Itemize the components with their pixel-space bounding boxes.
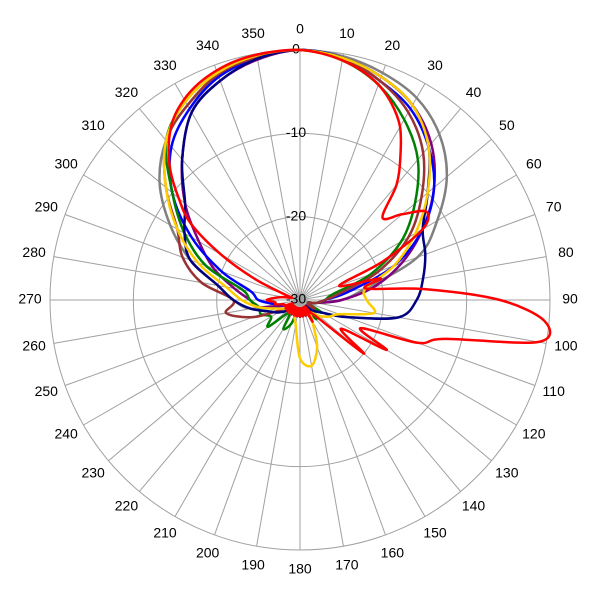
angle-tick-label: 0 (296, 21, 304, 37)
grid-spoke (256, 53, 301, 301)
angle-tick-label: 250 (35, 383, 59, 399)
angle-tick-label: 60 (526, 156, 542, 172)
angle-tick-label: 40 (466, 84, 482, 100)
grid-spoke (299, 299, 462, 492)
angle-tick-label: 240 (54, 426, 78, 442)
grid-spoke (299, 299, 386, 536)
angle-tick-label: 70 (546, 198, 562, 214)
angle-tick-label: 140 (462, 498, 486, 514)
grid-spoke (214, 299, 301, 536)
series-line (167, 48, 552, 355)
grid-spoke (299, 299, 547, 344)
grid-spoke (299, 138, 492, 301)
angle-tick-label: 260 (22, 338, 46, 354)
grid-spoke (83, 299, 301, 426)
angle-tick-label: 50 (499, 117, 515, 133)
grid-spoke (256, 299, 301, 547)
angle-tick-label: 150 (423, 525, 447, 541)
grid-spoke (299, 53, 344, 301)
grid-spoke (53, 256, 301, 301)
grid-spoke (299, 299, 492, 462)
angle-tick-label: 110 (543, 383, 566, 399)
angle-tick-label: 340 (196, 37, 220, 53)
grid-spoke (138, 299, 301, 492)
angle-tick-label: 130 (495, 464, 519, 480)
angle-tick-label: 160 (381, 544, 405, 560)
grid-spoke (299, 299, 344, 547)
angle-tick-label: 330 (153, 57, 177, 73)
angle-tick-label: 170 (335, 557, 359, 573)
angle-tick-label: 230 (81, 464, 105, 480)
grid-spoke (299, 299, 517, 426)
angle-tick-label: 310 (81, 117, 105, 133)
angle-tick-label: 80 (558, 244, 574, 260)
angle-tick-label: 10 (339, 25, 355, 41)
angle-tick-label: 100 (554, 338, 578, 354)
radial-tick-label: -20 (286, 207, 306, 223)
angle-tick-label: 290 (35, 198, 59, 214)
grid-spoke (299, 108, 462, 301)
grid-spoke (214, 64, 301, 301)
angle-tick-label: 120 (522, 426, 546, 442)
angle-tick-label: 20 (385, 37, 401, 53)
angle-tick-label: 320 (115, 84, 139, 100)
angle-tick-label: 90 (562, 291, 578, 307)
angle-tick-label: 200 (196, 544, 220, 560)
grid-spoke (174, 299, 301, 517)
angle-tick-label: 210 (153, 525, 177, 541)
grid-spoke (299, 299, 426, 517)
grid-spoke (174, 83, 301, 301)
angle-tick-label: 220 (115, 498, 139, 514)
grid-spoke (108, 138, 301, 301)
angle-tick-label: 300 (54, 156, 78, 172)
radial-tick-label: -10 (286, 124, 306, 140)
angle-tick-label: 30 (427, 57, 443, 73)
series-line (162, 48, 432, 368)
angle-tick-label: 280 (22, 244, 46, 260)
angle-tick-label: 190 (241, 557, 265, 573)
angle-tick-label: 350 (241, 25, 265, 41)
grid-spoke (299, 64, 386, 301)
angle-tick-label: 180 (288, 561, 312, 577)
angle-tick-label: 270 (18, 291, 42, 307)
